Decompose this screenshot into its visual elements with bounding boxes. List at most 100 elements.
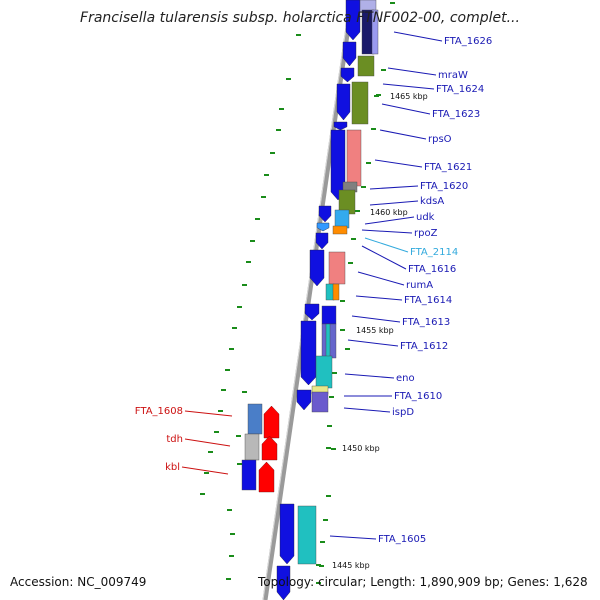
tick-mark bbox=[331, 448, 336, 450]
gene-label[interactable]: FTA_1614 bbox=[404, 295, 452, 306]
gene-arrow[interactable] bbox=[336, 83, 351, 121]
gene-label[interactable]: FTA_1616 bbox=[408, 264, 456, 275]
gene-arrow[interactable] bbox=[309, 249, 325, 287]
gene-arrow[interactable] bbox=[340, 67, 355, 83]
label-connector bbox=[361, 229, 413, 234]
gene-arrow[interactable] bbox=[318, 205, 332, 223]
scale-label: 1445 kbp bbox=[332, 561, 370, 570]
gene-label[interactable]: tdh bbox=[166, 434, 183, 445]
scale-label: 1460 kbp bbox=[370, 208, 408, 217]
gene-label[interactable]: FTA_1613 bbox=[402, 317, 450, 328]
label-connector bbox=[364, 237, 409, 253]
tick-mark bbox=[242, 284, 247, 286]
scale-tick bbox=[355, 210, 360, 212]
gene-block[interactable] bbox=[247, 403, 263, 435]
tick-mark bbox=[296, 34, 301, 36]
tick-mark bbox=[214, 431, 219, 433]
gene-block[interactable] bbox=[311, 391, 329, 413]
gene-block[interactable] bbox=[325, 323, 331, 359]
tick-mark bbox=[250, 240, 255, 242]
gene-arrow[interactable] bbox=[296, 389, 312, 411]
gene-block[interactable] bbox=[297, 505, 317, 565]
gene-arrow[interactable] bbox=[261, 435, 278, 461]
gene-label[interactable]: udk bbox=[416, 212, 435, 223]
topology-text: Topology: circular; Length: 1,890,909 bp… bbox=[257, 575, 588, 589]
tick-mark bbox=[319, 565, 324, 567]
gene-label[interactable]: FTA_1620 bbox=[420, 181, 468, 192]
gene-label[interactable]: kbl bbox=[165, 462, 180, 473]
gene-arrow[interactable] bbox=[258, 461, 275, 493]
tick-mark bbox=[227, 509, 232, 511]
gene-label[interactable]: FTA_1626 bbox=[444, 36, 492, 47]
gene-block[interactable] bbox=[325, 283, 335, 301]
label-connector bbox=[393, 31, 443, 42]
label-connector bbox=[351, 315, 401, 323]
gene-label[interactable]: FTA_1610 bbox=[394, 391, 442, 402]
tick-mark bbox=[381, 69, 386, 71]
scale-label: 1465 kbp bbox=[390, 92, 428, 101]
label-connector bbox=[355, 295, 403, 301]
label-connector bbox=[344, 373, 395, 379]
gene-block[interactable] bbox=[351, 81, 369, 125]
gene-block[interactable] bbox=[241, 459, 257, 491]
gene-label[interactable]: FTA_1623 bbox=[432, 109, 480, 120]
gene-label[interactable]: FTA_1605 bbox=[378, 534, 426, 545]
label-connector bbox=[357, 271, 405, 286]
gene-block[interactable] bbox=[334, 209, 350, 229]
label-connector bbox=[181, 466, 229, 475]
gene-block[interactable] bbox=[332, 225, 348, 235]
gene-label[interactable]: FTA_1624 bbox=[436, 84, 484, 95]
gene-label[interactable]: FTA_1612 bbox=[400, 341, 448, 352]
tick-mark bbox=[230, 533, 235, 535]
gene-block[interactable] bbox=[332, 283, 340, 301]
tick-mark bbox=[242, 391, 247, 393]
gene-label[interactable]: ispD bbox=[392, 407, 414, 418]
label-connector bbox=[329, 535, 377, 540]
gene-block[interactable] bbox=[244, 433, 260, 461]
gene-arrow[interactable] bbox=[300, 320, 317, 386]
tick-mark bbox=[366, 162, 371, 164]
tick-mark bbox=[270, 152, 275, 154]
gene-block[interactable] bbox=[328, 251, 346, 285]
tick-mark bbox=[348, 262, 353, 264]
gene-arrow[interactable] bbox=[279, 503, 295, 565]
tick-mark bbox=[320, 541, 325, 543]
scale-label: 1450 kbp bbox=[342, 444, 380, 453]
label-connector bbox=[364, 216, 415, 225]
tick-mark bbox=[371, 128, 376, 130]
gene-block[interactable] bbox=[371, 9, 379, 55]
gene-block[interactable] bbox=[346, 129, 362, 187]
gene-block[interactable] bbox=[315, 355, 333, 389]
gene-arrow[interactable] bbox=[304, 303, 320, 321]
label-connector bbox=[369, 200, 419, 206]
label-connector bbox=[374, 159, 423, 168]
gene-block[interactable] bbox=[321, 305, 337, 325]
gene-label[interactable]: kdsA bbox=[420, 196, 444, 207]
gene-arrow[interactable] bbox=[315, 232, 329, 250]
gene-label[interactable]: rpoZ bbox=[414, 228, 438, 239]
gene-arrow[interactable] bbox=[276, 565, 291, 600]
tick-mark bbox=[323, 519, 328, 521]
gene-label[interactable]: eno bbox=[396, 373, 415, 384]
tick-mark bbox=[229, 555, 234, 557]
tick-mark bbox=[332, 372, 337, 374]
gene-label[interactable]: rpsO bbox=[428, 134, 452, 145]
gene-label[interactable]: FTA_1608 bbox=[135, 406, 183, 417]
tick-mark bbox=[208, 451, 213, 453]
tick-mark bbox=[329, 396, 334, 398]
tick-mark bbox=[279, 108, 284, 110]
gene-arrow[interactable] bbox=[345, 0, 361, 41]
gene-arrow[interactable] bbox=[333, 121, 348, 131]
gene-label[interactable]: mraW bbox=[438, 70, 468, 81]
gene-block[interactable] bbox=[357, 55, 375, 77]
tick-mark bbox=[261, 196, 266, 198]
tick-mark bbox=[232, 327, 237, 329]
gene-label[interactable]: rumA bbox=[406, 280, 433, 291]
gene-arrow[interactable] bbox=[263, 405, 280, 439]
gene-label[interactable]: FTA_1621 bbox=[424, 162, 472, 173]
gene-label[interactable]: FTA_2114 bbox=[410, 247, 458, 258]
gene-arrow[interactable] bbox=[342, 41, 357, 67]
tick-mark bbox=[221, 389, 226, 391]
gene-arrow[interactable] bbox=[316, 222, 330, 232]
tick-mark bbox=[237, 306, 242, 308]
